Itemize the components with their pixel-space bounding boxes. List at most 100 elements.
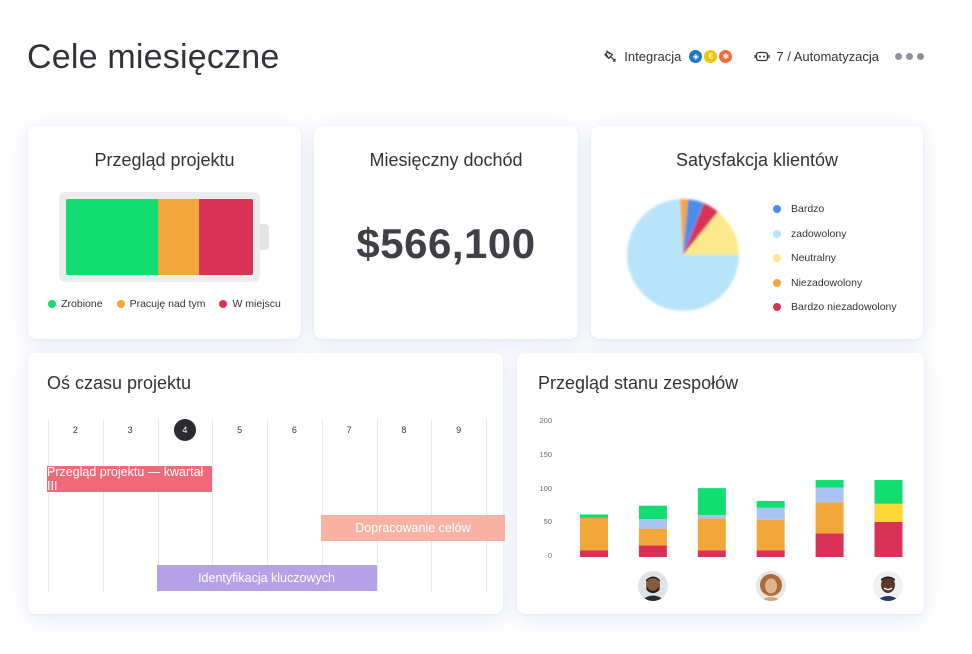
timeline-column-label: 8 [401, 425, 407, 435]
stacked-bar-segment [874, 503, 903, 522]
timeline-bar[interactable]: Dopracowanie celów [320, 515, 506, 541]
integration-app-2-icon: € [704, 49, 718, 63]
monthly-income-card: Miesięczny dochód $566,100 [314, 126, 578, 339]
toolbar: Integracja ◈ € ✱ 7 / Automatyzacja [602, 48, 924, 64]
timeline-title: Oś czasu projektu [47, 373, 192, 393]
timeline-card: Oś czasu projektu 2 3 4 5 6 7 8 9 Przegląd proje… [28, 353, 506, 614]
battery-segment-2 [198, 199, 253, 275]
pie-legend-item: zadowolony [773, 222, 897, 247]
pie-legend-dot [773, 205, 781, 214]
more-options-icon[interactable] [895, 52, 924, 60]
pie-legend-dot [773, 229, 781, 238]
stacked-bar-segment [756, 500, 785, 508]
satisfaction-title: Satysfakcja klientów [675, 150, 839, 170]
stacked-bar-segment [638, 519, 667, 529]
stacked-bar-segment [697, 515, 726, 519]
legend-item: Zrobione [48, 298, 103, 310]
timeline-bar[interactable]: Przegląd projektu — kwartał III [47, 465, 213, 493]
stacked-bar-segment [580, 517, 608, 551]
monthly-income-title: Miesięczny dochód [369, 150, 523, 170]
pie-legend-label: Neutralny [791, 252, 836, 265]
team-status-chart: 200 150 100 50 0 [517, 353, 924, 614]
pie-legend-label: Niezadowolony [791, 276, 863, 289]
stacked-bar-segment [697, 488, 726, 516]
pie-slice-niezadowolony [680, 198, 688, 255]
project-overview-title: Przegląd projektu [94, 150, 235, 170]
stacked-bar-segment [815, 502, 844, 534]
stacked-bar-segment [697, 518, 726, 551]
legend-label: W miejscu [232, 298, 281, 310]
pie-legend-item: Bardzo [773, 197, 897, 222]
integration-app-1-icon: ◈ [689, 49, 703, 63]
battery-segment-0 [66, 199, 158, 275]
stacked-bar-segment [874, 480, 903, 504]
stacked-bar-segment [874, 521, 903, 557]
y-tick-label: 150 [539, 449, 552, 459]
satisfaction-card: Satysfakcja klientów Bardzo zadowolony Neu… [591, 126, 923, 339]
pie-legend-item: Niezadowolony [773, 271, 897, 296]
y-tick-label: 200 [539, 416, 552, 425]
stacked-bar-segment [756, 507, 785, 520]
stacked-bar-segment [815, 480, 844, 488]
stacked-bar-segment [697, 550, 726, 557]
satisfaction-legend: Bardzo zadowolony Neutralny Niezadowolony Ba… [773, 197, 897, 320]
avatar-man-smiling[interactable] [873, 571, 903, 601]
stacked-bar-segment [638, 528, 667, 546]
pie-legend-label: zadowolony [791, 227, 847, 240]
timeline-bar[interactable]: Identyfikacja kluczowych [156, 565, 377, 591]
pie-legend-dot [773, 303, 781, 312]
timeline-gridlines [48, 419, 487, 592]
integration-button[interactable]: Integracja ◈ € ✱ [602, 48, 733, 64]
integration-plug-icon [602, 48, 618, 64]
legend-item: W miejscu [219, 298, 281, 310]
project-overview-card: Przegląd projektu Zrobione Pracuję nad ty… [28, 126, 301, 339]
pie-legend-label: Bardzo niezadowolony [791, 301, 897, 314]
legend-dot [219, 300, 228, 308]
timeline-column-label: 6 [291, 425, 297, 435]
timeline-column-label: 5 [237, 425, 243, 435]
timeline-column-label: 7 [346, 425, 352, 435]
legend-item: Pracuję nad tym [116, 298, 206, 310]
monthly-income-value: $566,100 [356, 220, 536, 267]
pie-slice-bardzo-niezadowolony [683, 203, 718, 255]
pie-legend-dot [773, 254, 781, 263]
legend-label: Pracuję nad tym [129, 298, 206, 310]
stacked-bar-segment [815, 487, 844, 503]
integration-label: Integracja [624, 48, 682, 64]
project-overview-legend: Zrobione Pracuję nad tym W miejscu [28, 298, 301, 310]
team-status-title: Przegląd stanu zespołów [538, 373, 739, 393]
legend-dot [116, 300, 125, 308]
stacked-bar-segment [815, 533, 844, 557]
integration-badges: ◈ € ✱ [689, 49, 733, 63]
automation-button[interactable]: 7 / Automatyzacja [754, 48, 879, 64]
pie-legend-label: Bardzo [791, 203, 825, 216]
satisfaction-pie-chart [627, 198, 739, 311]
legend-label: Zrobione [61, 298, 103, 310]
pie-legend-dot [773, 278, 781, 287]
timeline-grid: 2 3 4 5 6 7 8 9 Przegląd projektu — kwartał III D… [47, 419, 506, 592]
stacked-bar-segment [638, 505, 667, 520]
robot-icon [754, 48, 771, 64]
pie-slice-bardzo [683, 199, 704, 255]
battery-chart [59, 192, 260, 282]
avatar-man-bearded[interactable] [638, 571, 668, 601]
integration-app-3-icon: ✱ [719, 49, 733, 63]
stacked-bar-segment [756, 519, 785, 551]
avatar-woman-curly[interactable] [756, 571, 786, 601]
timeline-column-label: 2 [72, 425, 78, 435]
pie-slice-neutralny [683, 212, 739, 255]
y-tick-label: 50 [543, 517, 552, 527]
pie-slice-zadowolony [627, 199, 739, 311]
stacked-bar-segment [580, 550, 608, 557]
stacked-bar-segment [580, 514, 608, 518]
page-title: Cele miesięczne [27, 38, 280, 76]
pie-legend-item: Neutralny [773, 246, 897, 271]
team-bars [580, 480, 903, 557]
battery-segment-1 [157, 199, 199, 275]
y-tick-label: 0 [547, 551, 552, 560]
legend-dot [48, 300, 57, 308]
stacked-bar-segment [638, 545, 667, 557]
y-tick-label: 100 [539, 483, 552, 493]
pie-legend-item: Bardzo niezadowolony [773, 295, 897, 320]
stacked-bar-segment [756, 550, 785, 557]
